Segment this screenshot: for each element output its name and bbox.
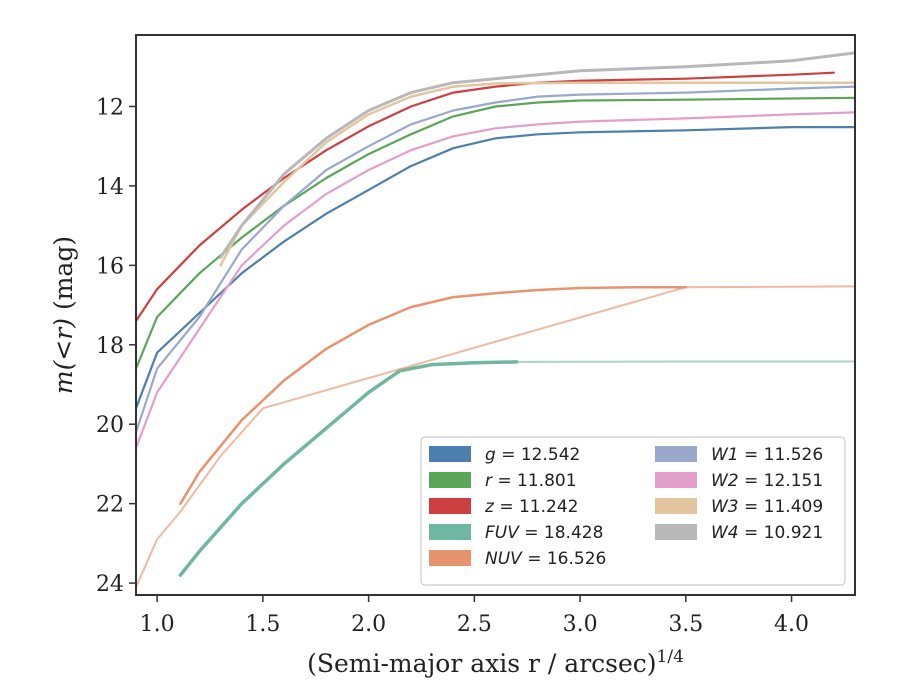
legend-entry: z = 11.242	[484, 497, 578, 517]
legend-symbol: W2	[711, 471, 739, 491]
x-axis-ticks: 1.0 1.5 2.0 2.5 3.0 3.5 4.0	[140, 595, 809, 637]
y-axis-label-main: m(<r)	[49, 318, 78, 394]
y-axis-ticks: 12 14 16 18 20 22 24	[96, 95, 136, 597]
legend-swatch	[429, 498, 471, 514]
legend-value: = 10.921	[739, 523, 824, 543]
legend-value: = 16.526	[522, 549, 607, 569]
x-tick-label: 4.0	[774, 612, 809, 637]
series-line-nuv	[179, 285, 688, 505]
series-line-w2	[136, 111, 855, 450]
series-line-fuv	[178, 360, 519, 577]
legend-box	[420, 436, 846, 586]
series-line-z	[136, 71, 835, 323]
x-axis-label: (Semi-major axis r / arcsec)1/4	[307, 647, 684, 678]
legend-entry: W2 = 12.151	[711, 471, 823, 491]
y-axis-label-unit: (mag)	[49, 236, 78, 318]
x-tick-label: 2.5	[457, 612, 492, 637]
y-tick-label: 22	[96, 493, 124, 518]
y-tick-label: 18	[96, 334, 124, 359]
series-line-w4	[219, 51, 855, 259]
x-tick-label: 3.5	[668, 612, 703, 637]
legend-entry: NUV = 16.526	[485, 549, 606, 569]
legend-swatch	[429, 446, 471, 462]
y-tick-label: 12	[96, 95, 124, 120]
legend-value: = 18.428	[519, 523, 604, 543]
legend-symbol: W4	[711, 523, 739, 543]
legend-symbol: W1	[711, 445, 739, 465]
y-axis-label: m(<r) (mag)	[49, 236, 78, 394]
y-tick-label: 16	[96, 254, 124, 279]
series-line-r	[136, 96, 855, 370]
legend-entry: W3 = 11.409	[711, 497, 823, 517]
x-axis-label-exponent: 1/4	[657, 647, 684, 667]
y-tick-label: 24	[96, 572, 124, 597]
plot-frame	[135, 34, 856, 596]
legend-swatch	[655, 524, 697, 540]
legend-swatch	[655, 446, 697, 462]
legend-value: = 11.409	[739, 497, 824, 517]
series-layer	[136, 51, 855, 589]
legend-symbol: r	[485, 471, 493, 491]
x-tick-label: 1.0	[140, 612, 175, 637]
legend-value: = 11.801	[492, 471, 577, 491]
y-tick-label: 20	[96, 413, 124, 438]
legend-value: = 11.242	[494, 497, 579, 517]
legend-value: = 11.526	[739, 445, 824, 465]
legend-entry: W1 = 11.526	[711, 445, 823, 465]
legend-symbol: W3	[711, 497, 739, 517]
legend-entry: g = 12.542	[485, 445, 580, 465]
legend-swatch	[429, 472, 471, 488]
legend-swatch	[429, 524, 471, 540]
series-line-w1	[136, 85, 855, 434]
x-axis-label-main: (Semi-major axis r / arcsec)	[307, 649, 656, 678]
legend-symbol: FUV	[485, 523, 520, 543]
legend-swatch	[655, 498, 697, 514]
x-tick-label: 3.0	[563, 612, 598, 637]
legend-swatch	[429, 550, 471, 566]
x-tick-label: 2.0	[351, 612, 386, 637]
series-line-w3	[219, 81, 855, 267]
legend-symbol: z	[484, 497, 495, 517]
legend-symbol: g	[485, 445, 496, 465]
series-line-nuv-tail	[136, 285, 855, 589]
series-line-g	[136, 126, 855, 410]
legend-entry: W4 = 10.921	[711, 523, 823, 543]
legend-value: = 12.542	[496, 445, 581, 465]
legend-entry: r = 11.801	[485, 471, 577, 491]
legend-entry: FUV = 18.428	[485, 523, 603, 543]
legend-symbol: NUV	[485, 549, 523, 569]
legend-swatch	[655, 472, 697, 488]
y-tick-label: 14	[96, 175, 124, 200]
legend-value: = 12.151	[739, 471, 824, 491]
x-tick-label: 1.5	[245, 612, 280, 637]
